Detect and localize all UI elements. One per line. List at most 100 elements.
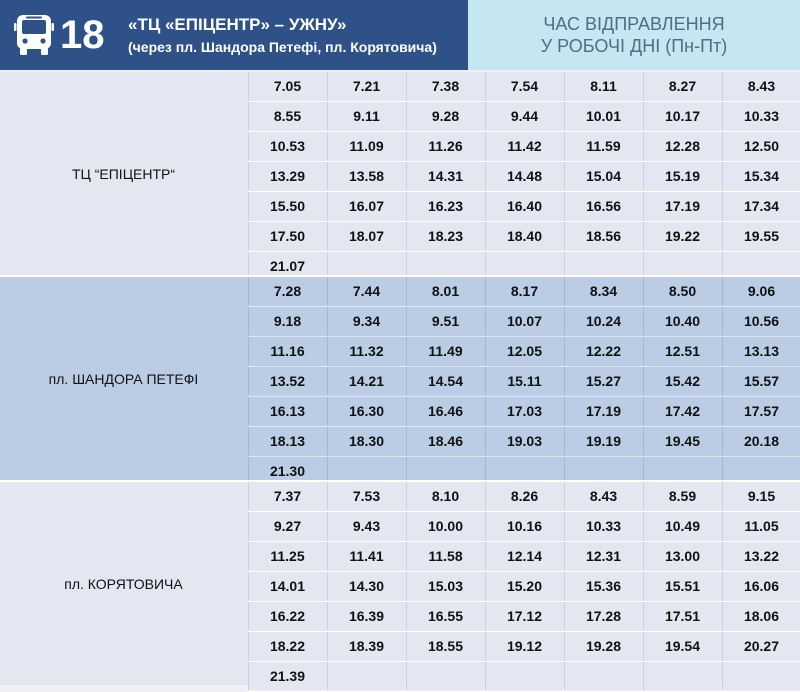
time-row: 17.50 18.07 18.23 18.40 18.56 19.22 19.55 (247, 222, 800, 252)
time-cell: 9.27 (248, 512, 326, 540)
time-cell: 15.42 (643, 367, 721, 395)
time-cell: 8.27 (643, 72, 721, 100)
time-cell: 18.56 (564, 222, 642, 250)
time-cell: 10.33 (722, 102, 800, 130)
time-cell: 18.39 (327, 632, 405, 660)
time-cell: 9.28 (406, 102, 484, 130)
route-via: (через пл. Шандора Петефі, пл. Корятович… (128, 39, 437, 55)
time-cell: 7.44 (327, 277, 405, 305)
time-cell: 8.34 (564, 277, 642, 305)
time-cell: 12.51 (643, 337, 721, 365)
time-cell: 16.13 (248, 397, 326, 425)
time-cell: 16.06 (722, 572, 800, 600)
time-row: 9.27 9.43 10.00 10.16 10.33 10.49 11.05 (247, 512, 800, 542)
time-cell: 19.45 (643, 427, 721, 455)
time-cell: 19.03 (485, 427, 563, 455)
time-cell: 18.40 (485, 222, 563, 250)
time-cell: 21.39 (248, 662, 326, 690)
time-cell: 18.55 (406, 632, 484, 660)
time-cell: 8.17 (485, 277, 563, 305)
time-cell: 14.54 (406, 367, 484, 395)
time-cell: 11.42 (485, 132, 563, 160)
time-cell: 11.49 (406, 337, 484, 365)
time-cell: 17.42 (643, 397, 721, 425)
time-row: 18.13 18.30 18.46 19.03 19.19 19.45 20.18 (247, 427, 800, 457)
time-cell: 17.03 (485, 397, 563, 425)
time-cell: 11.05 (722, 512, 800, 540)
time-cell: 17.19 (564, 397, 642, 425)
time-cell: 16.22 (248, 602, 326, 630)
time-cell: 11.25 (248, 542, 326, 570)
time-cell: 17.12 (485, 602, 563, 630)
time-cell: 10.16 (485, 512, 563, 540)
time-cell: 8.43 (564, 482, 642, 510)
time-cell: 15.27 (564, 367, 642, 395)
time-cell: 10.01 (564, 102, 642, 130)
time-cell: 8.01 (406, 277, 484, 305)
time-cell: 12.31 (564, 542, 642, 570)
time-cell: 14.30 (327, 572, 405, 600)
time-cell: 18.23 (406, 222, 484, 250)
time-cell: 9.06 (722, 277, 800, 305)
stop-section: пл. ШАНДОРА ПЕТЕФІ 7.28 7.44 8.01 8.17 8.34 8.… (0, 277, 800, 487)
time-cell: 11.26 (406, 132, 484, 160)
route-number: 18 (60, 12, 105, 57)
time-cell: 14.48 (485, 162, 563, 190)
time-cell: 12.14 (485, 542, 563, 570)
time-cell: 19.22 (643, 222, 721, 250)
time-cell: 8.10 (406, 482, 484, 510)
time-row: 11.16 11.32 11.49 12.05 12.22 12.51 13.13 (247, 337, 800, 367)
time-cell: 17.50 (248, 222, 326, 250)
time-cell: 19.54 (643, 632, 721, 660)
route-name: «ТЦ «ЕПІЦЕНТР» – УЖНУ» (128, 15, 347, 34)
time-row: 7.05 7.21 7.38 7.54 8.11 8.27 8.43 (247, 72, 800, 102)
time-cell: 8.50 (643, 277, 721, 305)
time-cell: 19.28 (564, 632, 642, 660)
time-cell: 7.21 (327, 72, 405, 100)
time-cell: 8.59 (643, 482, 721, 510)
time-cell: 18.13 (248, 427, 326, 455)
time-cell: 17.57 (722, 397, 800, 425)
time-cell: 10.07 (485, 307, 563, 335)
time-row: 15.50 16.07 16.23 16.40 16.56 17.19 17.34 (247, 192, 800, 222)
time-cell: 16.56 (564, 192, 642, 220)
time-cell: 10.17 (643, 102, 721, 130)
section-divider (0, 275, 800, 277)
time-cell: 15.19 (643, 162, 721, 190)
time-row: 13.29 13.58 14.31 14.48 15.04 15.19 15.34 (247, 162, 800, 192)
time-cell: 13.00 (643, 542, 721, 570)
time-cell: 17.19 (643, 192, 721, 220)
time-cell: 9.18 (248, 307, 326, 335)
time-cell: 15.51 (643, 572, 721, 600)
time-cell: 11.09 (327, 132, 405, 160)
time-cell: 7.38 (406, 72, 484, 100)
time-cell: 8.55 (248, 102, 326, 130)
time-cell: 12.50 (722, 132, 800, 160)
time-cell: 8.26 (485, 482, 563, 510)
time-cell: 13.22 (722, 542, 800, 570)
time-row: 10.53 11.09 11.26 11.42 11.59 12.28 12.50 (247, 132, 800, 162)
time-cell: 18.06 (722, 602, 800, 630)
time-cell: 9.34 (327, 307, 405, 335)
departure-times: 7.37 7.53 8.10 8.26 8.43 8.59 9.15 9.27 9.43 10.0… (247, 482, 800, 692)
time-cell: 12.05 (485, 337, 563, 365)
time-cell: 15.34 (722, 162, 800, 190)
time-cell: 7.54 (485, 72, 563, 100)
time-row: 13.52 14.21 14.54 15.11 15.27 15.42 15.57 (247, 367, 800, 397)
time-cell: 11.41 (327, 542, 405, 570)
time-cell: 18.22 (248, 632, 326, 660)
stop-section: пл. КОРЯТОВИЧА 7.37 7.53 8.10 8.26 8.43 8.59 9.… (0, 482, 800, 692)
time-cell: 14.31 (406, 162, 484, 190)
time-cell: 12.28 (643, 132, 721, 160)
time-cell: 11.59 (564, 132, 642, 160)
departure-times: 7.28 7.44 8.01 8.17 8.34 8.50 9.06 9.18 9.34 9.51… (247, 277, 800, 487)
time-cell: 14.21 (327, 367, 405, 395)
time-row: 16.13 16.30 16.46 17.03 17.19 17.42 17.57 (247, 397, 800, 427)
time-row: 21.39 (247, 662, 800, 692)
header: 18 «ТЦ «ЕПІЦЕНТР» – УЖНУ» (через пл. Шан… (0, 0, 800, 70)
time-cell: 15.57 (722, 367, 800, 395)
stop-name: пл. ШАНДОРА ПЕТЕФІ (48, 370, 199, 387)
time-cell: 16.07 (327, 192, 405, 220)
time-cell: 15.36 (564, 572, 642, 600)
